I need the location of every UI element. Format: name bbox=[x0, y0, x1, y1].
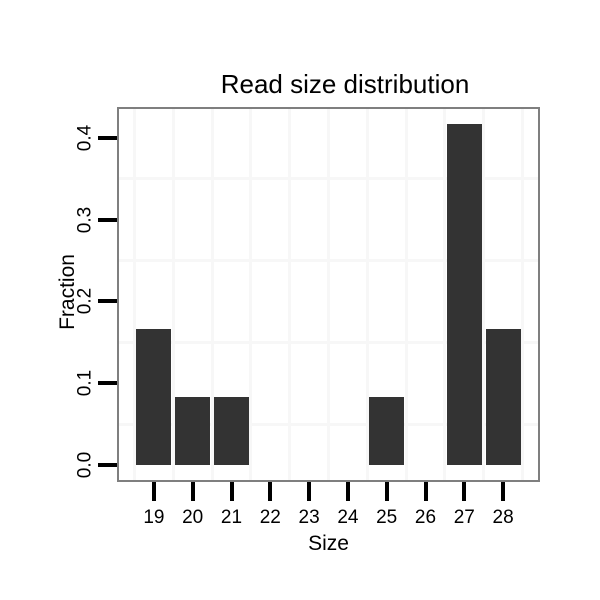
y-tick-label: 0.4 bbox=[74, 124, 96, 151]
chart-title: Read size distribution bbox=[220, 69, 470, 99]
bar-size-21 bbox=[214, 396, 249, 465]
x-tick-label: 22 bbox=[259, 507, 281, 528]
x-tick-label: 28 bbox=[492, 507, 514, 528]
x-tick-label: 26 bbox=[414, 507, 437, 528]
x-tick bbox=[501, 482, 506, 501]
x-tick-label: 19 bbox=[143, 507, 165, 528]
x-tick-label: 21 bbox=[220, 507, 243, 528]
y-tick bbox=[98, 217, 117, 222]
x-tick-label: 23 bbox=[298, 507, 320, 528]
minor-gridline-vertical bbox=[327, 109, 330, 480]
y-tick-label: 0.0 bbox=[74, 451, 96, 479]
x-tick bbox=[229, 482, 234, 501]
x-tick bbox=[462, 482, 467, 501]
x-tick bbox=[423, 482, 428, 501]
x-tick-label: 20 bbox=[182, 507, 204, 528]
bar-size-28 bbox=[485, 328, 521, 465]
y-tick-label: 0.1 bbox=[74, 369, 96, 397]
x-tick-label: 27 bbox=[453, 507, 475, 528]
x-axis-title: Size bbox=[308, 532, 349, 555]
x-tick bbox=[307, 482, 312, 501]
y-tick-label: 0.2 bbox=[74, 288, 96, 315]
y-tick-label: 0.3 bbox=[74, 206, 96, 233]
y-tick bbox=[98, 299, 117, 304]
minor-gridline-vertical bbox=[521, 109, 524, 480]
x-tick bbox=[268, 482, 273, 501]
minor-gridline-vertical bbox=[404, 109, 408, 480]
minor-gridline-vertical bbox=[249, 109, 253, 480]
minor-gridline-vertical bbox=[133, 109, 136, 480]
bar-size-20 bbox=[175, 396, 211, 465]
bar-size-25 bbox=[369, 396, 405, 465]
minor-gridline-vertical bbox=[210, 109, 214, 480]
x-tick bbox=[345, 482, 350, 501]
x-tick bbox=[190, 482, 195, 501]
x-tick bbox=[151, 482, 156, 501]
minor-gridline-vertical bbox=[171, 109, 175, 480]
minor-gridline-vertical bbox=[365, 109, 369, 480]
minor-gridline-vertical bbox=[288, 109, 292, 480]
x-tick-label: 25 bbox=[376, 507, 398, 528]
y-tick bbox=[98, 463, 117, 467]
minor-gridline-vertical bbox=[482, 109, 486, 480]
bar-size-27 bbox=[446, 124, 482, 465]
y-tick bbox=[98, 135, 117, 140]
minor-gridline-vertical bbox=[443, 109, 447, 480]
bar-size-19 bbox=[136, 328, 172, 465]
x-tick bbox=[384, 482, 389, 501]
x-tick-label: 24 bbox=[337, 507, 359, 528]
y-tick bbox=[98, 381, 117, 386]
